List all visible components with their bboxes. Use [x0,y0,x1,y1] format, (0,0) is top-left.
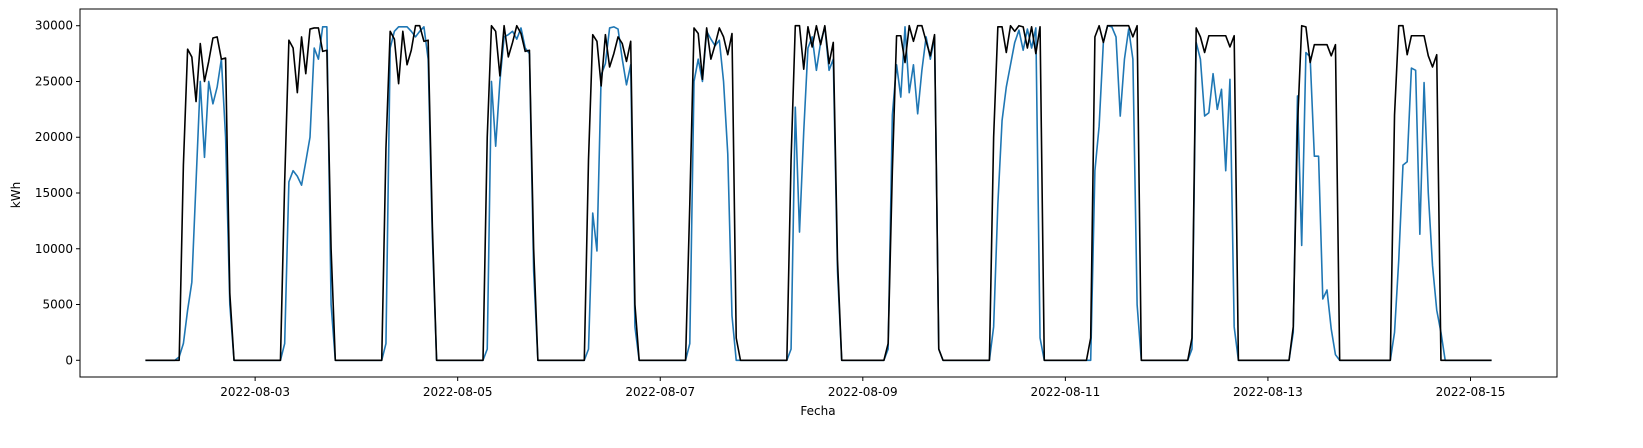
x-axis-label: Fecha [800,404,835,418]
x-tick-label: 2022-08-09 [828,385,898,399]
x-tick-label: 2022-08-05 [423,385,493,399]
y-tick-label: 5000 [42,298,73,312]
data-line [145,24,1492,362]
x-tick-label: 2022-08-15 [1436,385,1506,399]
x-tick-label: 2022-08-07 [625,385,695,399]
y-tick-label: 20000 [35,130,73,144]
y-tick-label: 0 [65,353,73,367]
data-line [145,24,1492,362]
x-tick-label: 2022-08-03 [220,385,290,399]
y-tick-label: 15000 [35,186,73,200]
y-tick-label: 25000 [35,74,73,88]
y-axis-label: kWh [9,182,23,208]
y-tick-label: 10000 [35,242,73,256]
x-tick-label: 2022-08-11 [1030,385,1100,399]
y-tick-label: 30000 [35,19,73,33]
plot-frame [79,8,1558,378]
x-tick-label: 2022-08-13 [1233,385,1303,399]
